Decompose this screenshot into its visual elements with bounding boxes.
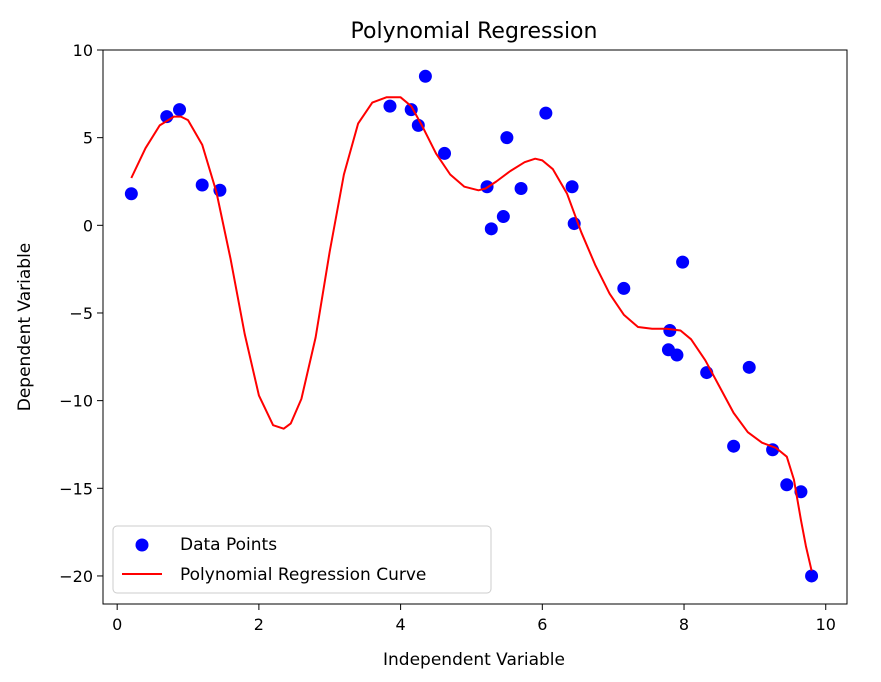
data-point	[173, 103, 187, 117]
y-tick-label: 5	[83, 129, 93, 148]
y-tick-label: 10	[73, 41, 93, 60]
data-point	[805, 569, 819, 583]
axis-ticks: 0 2 4 6 8 10 10 5 0 −5 −10 −15 −20	[59, 41, 836, 634]
y-tick-label: −5	[69, 304, 93, 323]
data-point	[484, 222, 498, 236]
data-point	[514, 182, 528, 195]
regression-curve	[130, 96, 813, 571]
plot-area	[124, 69, 819, 583]
y-tick-label: −20	[59, 567, 93, 586]
data-point	[411, 118, 425, 132]
axes-frame	[102, 49, 848, 605]
data-point	[418, 69, 432, 83]
y-axis-label: Dependent Variable	[15, 243, 35, 412]
data-point	[565, 180, 579, 194]
data-point	[676, 255, 690, 269]
x-tick-label: 8	[679, 615, 689, 634]
data-point	[742, 360, 756, 374]
data-point	[438, 146, 452, 160]
legend-label-points: Data Points	[180, 535, 277, 555]
y-tick-label: −15	[59, 479, 93, 498]
data-point	[383, 99, 397, 113]
chart-title: Polynomial Regression	[351, 19, 598, 44]
x-axis-label: Independent Variable	[383, 650, 565, 670]
data-point	[539, 106, 553, 120]
data-point	[670, 348, 684, 362]
data-point	[794, 485, 808, 499]
y-tick-label: 0	[83, 216, 93, 235]
legend-marker-points	[135, 538, 149, 552]
x-tick-label: 2	[254, 615, 264, 634]
data-point	[500, 131, 514, 145]
data-point	[195, 178, 209, 192]
y-tick-label: −10	[59, 392, 93, 411]
legend: Data Points Polynomial Regression Curve	[112, 525, 492, 594]
x-tick-label: 6	[537, 615, 547, 634]
data-point	[663, 324, 677, 338]
data-point	[780, 478, 794, 492]
legend-box	[112, 525, 492, 594]
legend-label-curve: Polynomial Regression Curve	[180, 565, 426, 585]
data-point	[496, 210, 510, 224]
x-tick-label: 10	[816, 615, 836, 634]
x-tick-label: 0	[112, 615, 122, 634]
data-point	[727, 439, 741, 453]
data-point	[617, 281, 631, 295]
data-point	[124, 187, 138, 201]
x-tick-label: 4	[396, 615, 406, 634]
